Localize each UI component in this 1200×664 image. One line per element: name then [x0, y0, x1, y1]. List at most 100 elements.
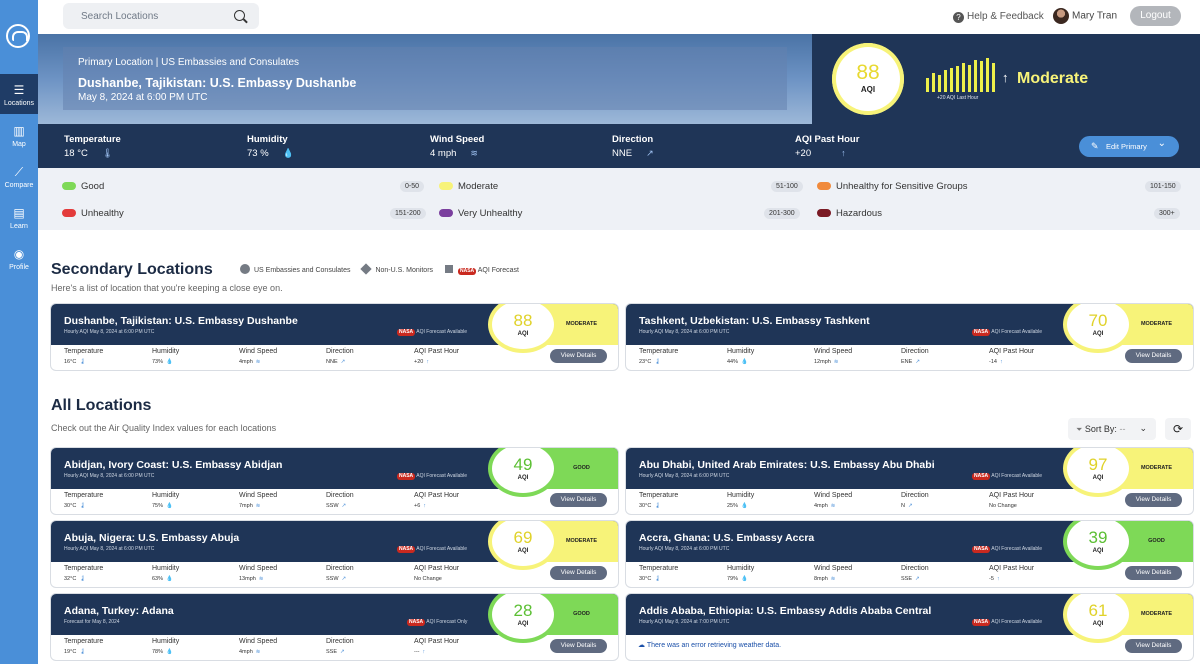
aqi-bar	[980, 61, 983, 92]
card-stat-label: Humidity	[152, 638, 180, 645]
thermometer-icon: 🌡	[101, 148, 114, 158]
search-input[interactable]: Search Locations	[63, 3, 259, 29]
card-title: Abuja, Nigera: U.S. Embassy Abuja	[64, 532, 240, 544]
refresh-icon: ⟳	[1172, 422, 1184, 436]
card-stat-label: AQI Past Hour	[414, 492, 460, 499]
card-title: Adana, Turkey: Adana	[64, 605, 174, 617]
stat-icon: 🌡	[79, 576, 87, 582]
nav-compare[interactable]: ⟋ Compare	[0, 156, 38, 196]
aqi-history-bars	[926, 58, 998, 92]
card-stat-label: AQI Past Hour	[989, 565, 1035, 572]
card-stat-value: SSE ↗	[901, 576, 920, 582]
legend-unhealthy: Unhealthy	[62, 208, 124, 219]
location-card[interactable]: Dushanbe, Tajikistan: U.S. Embassy Dusha…	[51, 304, 618, 370]
nav-locations[interactable]: ☰ Locations	[0, 74, 38, 114]
search-icon[interactable]	[234, 10, 245, 21]
card-stat-value: No Change	[414, 576, 442, 582]
card-stat-value: -14 ↑	[989, 359, 1003, 365]
card-stat-label: AQI Past Hour	[989, 492, 1035, 499]
card-stat-label: Temperature	[639, 492, 679, 499]
logout-button[interactable]: Logout	[1130, 6, 1181, 26]
nav-map[interactable]: ▥ Map	[0, 115, 38, 155]
card-stat-label: AQI Past Hour	[414, 348, 460, 355]
refresh-button[interactable]: ⟳	[1165, 418, 1191, 440]
card-stat-label: AQI Past Hour	[414, 638, 460, 645]
location-card[interactable]: Adana, Turkey: Adana Forecast for May 8, …	[51, 594, 618, 660]
location-card[interactable]: Abuja, Nigera: U.S. Embassy Abuja Hourly …	[51, 521, 618, 587]
card-stat-label: Temperature	[639, 565, 679, 572]
forecast-square-icon	[444, 265, 453, 273]
card-forecast: NASA AQI Forecast Available	[397, 546, 468, 553]
view-details-button[interactable]: View Details	[1125, 493, 1182, 507]
legend-range: 0-50	[400, 181, 425, 192]
nav-profile[interactable]: ◉ Profile	[0, 238, 38, 278]
nasa-logo-icon: NASA	[397, 546, 416, 553]
stat-icon: 🌡	[654, 359, 662, 365]
stat-icon: 💧	[166, 503, 173, 509]
card-aqi-unit: AQI	[1092, 548, 1104, 554]
card-aqi-gauge: 88 AQI	[488, 304, 558, 353]
view-details-button[interactable]: View Details	[1125, 349, 1182, 363]
card-stat-value: 63% 💧	[152, 576, 173, 582]
view-details-button[interactable]: View Details	[550, 566, 607, 580]
bars-caption: +20 AQI Last Hour	[937, 95, 979, 101]
card-stat-value: 32°C 🌡	[64, 576, 87, 582]
location-card[interactable]: Abidjan, Ivory Coast: U.S. Embassy Abidj…	[51, 448, 618, 514]
card-stat-value: 30°C 🌡	[639, 576, 662, 582]
aqi-gauge: 88 AQI	[832, 43, 904, 115]
stat-icon: ≋	[255, 649, 261, 655]
legend-range: 300+	[1154, 208, 1180, 219]
card-stat-label: Wind Speed	[814, 492, 853, 499]
primary-category: Primary Location | US Embassies and Cons…	[78, 57, 300, 68]
nav-learn[interactable]: ▤ Learn	[0, 197, 38, 237]
view-details-button[interactable]: View Details	[550, 639, 607, 653]
view-details-button[interactable]: View Details	[550, 349, 607, 363]
card-aqi-value: 88	[513, 311, 533, 330]
sort-dropdown[interactable]: ⏷ Sort By: -- ⌄	[1068, 418, 1156, 440]
card-aqi-unit: AQI	[517, 621, 529, 627]
app-logo-icon[interactable]	[6, 24, 30, 48]
location-card[interactable]: Tashkent, Uzbekistan: U.S. Embassy Tashk…	[626, 304, 1193, 370]
card-aqi-value: 49	[513, 455, 533, 474]
help-link[interactable]: ? Help & Feedback	[953, 11, 1044, 23]
stat-label: Temperature	[64, 134, 121, 145]
stat-value: 4 mph	[430, 148, 457, 159]
legend-good: Good	[62, 181, 104, 192]
view-details-button[interactable]: View Details	[1125, 566, 1182, 580]
aqi-bar	[926, 78, 929, 92]
card-aqi-value: 69	[513, 528, 533, 547]
legend-range: 101-150	[1145, 181, 1181, 192]
location-card[interactable]: Abu Dhabi, United Arab Emirates: U.S. Em…	[626, 448, 1193, 514]
card-stat-value: 30°C 🌡	[639, 503, 662, 509]
card-stat-label: Temperature	[64, 492, 104, 499]
stat-icon: 🌡	[79, 359, 87, 365]
nav-label: Locations	[4, 100, 34, 107]
view-details-button[interactable]: View Details	[550, 493, 607, 507]
stat-icon: ↑	[999, 359, 1003, 365]
card-stat-label: Humidity	[727, 492, 755, 499]
stat-icon: 💧	[741, 576, 748, 582]
location-type-key: US Embassies and Consulates Non-U.S. Mon…	[240, 263, 519, 275]
card-title: Abidjan, Ivory Coast: U.S. Embassy Abidj…	[64, 459, 283, 471]
stat-icon: ↑	[422, 649, 426, 655]
stat-icon: ≋	[833, 359, 839, 365]
user-menu[interactable]: Mary Tran	[1053, 8, 1117, 24]
card-stat-label: Wind Speed	[814, 565, 853, 572]
card-aqi-value: 39	[1088, 528, 1108, 547]
location-card[interactable]: Accra, Ghana: U.S. Embassy Accra Hourly A…	[626, 521, 1193, 587]
stat-temperature: Temperature 18 °C 🌡	[64, 134, 121, 159]
book-icon: ▤	[13, 206, 25, 220]
card-stat-label: Humidity	[152, 565, 180, 572]
stat-icon: ≋	[255, 503, 261, 509]
card-stat-label: Wind Speed	[814, 348, 853, 355]
card-timestamp: Forecast for May 8, 2024	[64, 619, 120, 625]
location-card[interactable]: Addis Ababa, Ethiopia: U.S. Embassy Addi…	[626, 594, 1193, 660]
edit-primary-button[interactable]: Edit Primary	[1079, 133, 1179, 157]
user-name: Mary Tran	[1072, 10, 1118, 22]
card-stat-label: Direction	[326, 348, 354, 355]
stat-humidity: Humidity 73 % 💧	[247, 134, 294, 159]
primary-stats: Temperature 18 °C 🌡 Humidity 73 % 💧 Wind S…	[38, 124, 1200, 168]
view-details-button[interactable]: View Details	[1125, 639, 1182, 653]
stat-icon: ↑	[423, 503, 427, 509]
card-aqi-value: 97	[1088, 455, 1108, 474]
